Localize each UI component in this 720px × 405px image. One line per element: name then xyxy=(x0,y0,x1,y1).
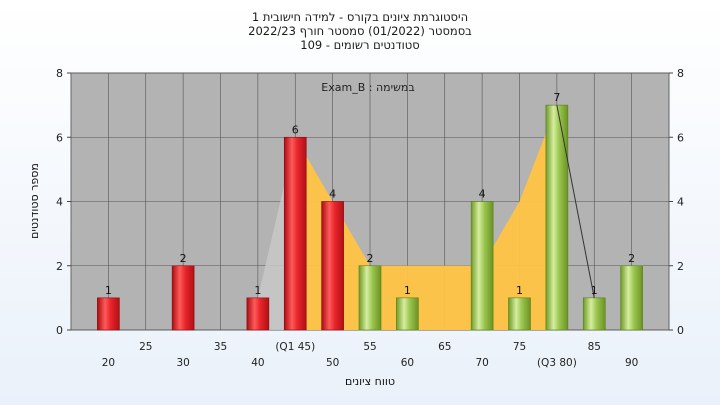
bar-value-label: 1 xyxy=(591,284,598,297)
y-tick-label-left: 8 xyxy=(56,67,63,80)
bar-value-label: 2 xyxy=(367,252,374,265)
x-tick-label: 20 xyxy=(102,357,115,369)
histogram-bar xyxy=(508,297,531,331)
x-tick-label: 25 xyxy=(139,341,152,353)
bar-value-label: 1 xyxy=(404,284,411,297)
histogram-bar xyxy=(620,265,643,331)
y-tick-label-left: 6 xyxy=(56,131,63,144)
y-tick-label-left: 0 xyxy=(56,324,63,337)
bar-value-label: 2 xyxy=(180,252,187,265)
bar-value-label: 4 xyxy=(479,188,486,201)
trend-layer xyxy=(556,105,595,298)
bar-value-label: 1 xyxy=(516,284,523,297)
y-tick-label-left: 2 xyxy=(56,260,63,273)
y-tick-label-right: 2 xyxy=(677,260,684,273)
histogram-bar xyxy=(321,201,344,331)
x-tick-label: 35 xyxy=(214,341,227,353)
histogram-bar xyxy=(246,297,270,331)
exam-annotation: במשימה : Exam_B xyxy=(321,81,414,94)
histogram-bar xyxy=(545,104,569,331)
chart-title-line-3: סטודנטים רשומים - 109 xyxy=(300,38,419,52)
x-tick-label: 55 xyxy=(363,341,376,353)
bar-value-label: 2 xyxy=(628,252,635,265)
x-tick-label: 75 xyxy=(513,341,526,353)
x-tick-label: 40 xyxy=(251,357,264,369)
histogram-bar xyxy=(97,297,120,331)
x-tick-label: 70 xyxy=(475,357,488,369)
trend-line xyxy=(556,105,595,298)
x-tick-label: 65 xyxy=(438,341,451,353)
x-tick-label: 60 xyxy=(401,357,414,369)
x-tick-label: (Q3 80) xyxy=(537,357,577,369)
x-tick-label: 85 xyxy=(588,341,601,353)
bar-value-label: 1 xyxy=(254,284,261,297)
bar-value-label: 6 xyxy=(292,123,299,136)
y-axis-label: מספר סטודנטים xyxy=(28,163,41,239)
bar-label-layer: 1 2 1 6 4 2 1 4 1 7 1 2 xyxy=(105,91,635,297)
y-tick-label-right: 0 xyxy=(677,324,684,337)
x-tick-label: 50 xyxy=(326,357,339,369)
histogram-bar xyxy=(396,297,419,331)
y-tick-label-right: 6 xyxy=(677,131,684,144)
histogram-bar xyxy=(358,265,382,331)
chart-title-line-2: בסמסטר (01/2022) סמסטר חורף 2022/23 xyxy=(248,24,472,38)
bar-value-label: 1 xyxy=(105,284,112,297)
y-tick-label-left: 4 xyxy=(56,196,63,209)
chart-title-line-1: היסטוגרמת ציונים בקורס - למידה חישובית 1 xyxy=(252,10,468,24)
bar-value-label: 7 xyxy=(553,91,560,104)
bar-layer xyxy=(97,104,643,331)
x-tick-label: (Q1 45) xyxy=(275,341,315,353)
histogram-bar xyxy=(283,136,307,331)
histogram-bar xyxy=(470,201,494,331)
y-tick-label-right: 4 xyxy=(677,196,684,209)
histogram-bar xyxy=(171,265,195,331)
x-tick-label: 90 xyxy=(625,357,638,369)
histogram-bar xyxy=(582,297,606,331)
x-tick-label: 30 xyxy=(176,357,189,369)
bar-value-label: 4 xyxy=(329,188,336,201)
y-tick-label-right: 8 xyxy=(677,67,684,80)
y-tick-layer: 0 0 2 2 4 4 6 6 8 8 xyxy=(56,67,684,337)
x-axis-label: טווח ציונים xyxy=(345,375,395,388)
x-tick-layer: 20 25 30 35 40 (Q1 45) 50 55 60 65 70 75 (Q3 80) 85 90 xyxy=(102,341,639,369)
